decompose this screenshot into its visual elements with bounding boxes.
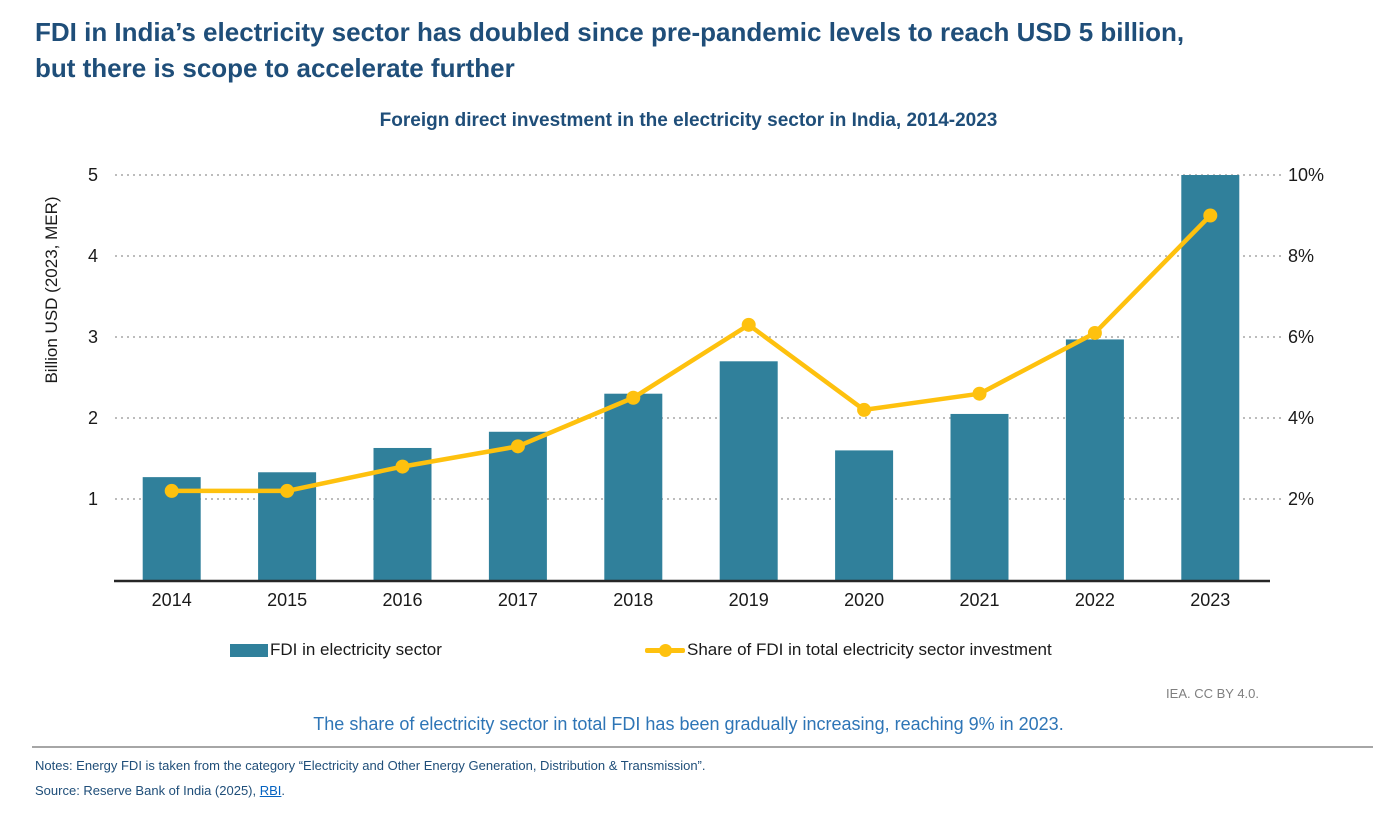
line-point-2018 [626,390,641,405]
left-tick-label: 3 [88,327,98,347]
bar-2023 [1181,175,1240,580]
line-dot-icon [659,643,672,657]
bar-2018 [604,393,663,580]
x-tick-label: 2016 [382,590,422,610]
bar-2019 [719,361,778,580]
bar-2017 [488,431,547,580]
left-tick-label: 1 [88,489,98,509]
source-prefix: Source: Reserve Bank of India (2025), [35,783,260,798]
right-tick-label: 10% [1288,165,1324,185]
x-tick-label: 2021 [959,590,999,610]
x-tick-label: 2020 [844,590,884,610]
notes-line: Notes: Energy FDI is taken from the cate… [35,758,706,773]
legend: FDI in electricity sector Share of FDI i… [0,640,1377,660]
bar-swatch-icon [230,643,268,657]
line-swatch-icon [645,643,685,657]
chart-canvas: 1 2% 2 4% 3 6% 4 8% 5 10% 2014 2015 2016 2017 2018 2019… [88,165,1324,610]
line-point-2017 [510,439,525,454]
legend-item-fdi: FDI in electricity sector [230,640,442,660]
divider [32,746,1373,748]
right-tick-label: 6% [1288,327,1314,347]
left-tick-label: 5 [88,165,98,185]
chart-caption: The share of electricity sector in total… [313,714,1064,734]
x-tick-label: 2014 [152,590,192,610]
x-tick-label: 2023 [1190,590,1230,610]
x-tick-label: 2018 [613,590,653,610]
left-tick-label: 2 [88,408,98,428]
x-tick-label: 2015 [267,590,307,610]
page-title: FDI in India’s electricity sector has do… [35,14,1355,86]
bar-2021 [950,413,1009,580]
share-line [169,213,1213,494]
line-point-2022 [1087,325,1102,340]
line-point-2020 [857,402,872,417]
line-point-2016 [395,459,410,474]
rbi-link[interactable]: RBI [259,783,282,798]
x-tick-label: 2019 [729,590,769,610]
right-tick-label: 8% [1288,246,1314,266]
source-line: Source: Reserve Bank of India (2025), RB… [35,782,1342,799]
page-title-line1: FDI in India’s electricity sector has do… [35,17,1185,47]
license-credit: IEA. CC BY 4.0. [1166,686,1259,701]
source-suffix: . [281,783,286,798]
bar-2020 [835,450,894,580]
line-point-2015 [280,483,295,498]
page-title-line2: but there is scope to accelerate further [35,53,515,83]
legend-label-share: Share of FDI in total electricity sector… [687,640,1052,659]
x-tick-label: 2022 [1075,590,1115,610]
right-tick-label: 4% [1288,408,1314,428]
line-point-2021 [972,386,987,401]
footnotes: Notes: Energy FDI is taken from the cate… [35,757,1342,799]
legend-label-fdi: FDI in electricity sector [270,640,442,659]
chart-area: Billion USD (2023, MER) 1 2% 2 4% 3 6% 4 8% 5 10%… [0,146,1377,616]
left-tick-label: 4 [88,246,98,266]
line-point-2014 [164,483,179,498]
bar-2022 [1065,339,1124,580]
x-tick-label: 2017 [498,590,538,610]
chart-title: Foreign direct investment in the electri… [379,110,998,131]
line-point-2023 [1203,208,1218,223]
legend-item-share: Share of FDI in total electricity sector… [645,640,1052,660]
line-point-2019 [741,317,756,332]
right-tick-label: 2% [1288,489,1314,509]
